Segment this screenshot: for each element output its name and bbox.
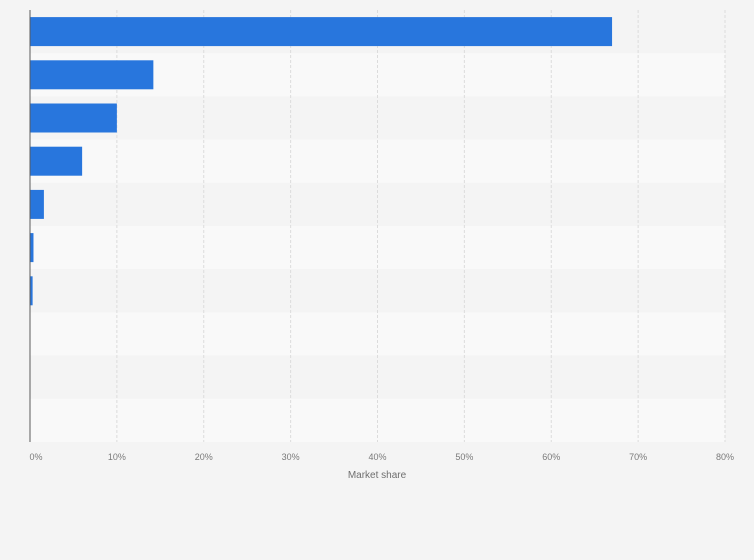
x-tick-label: 60% — [542, 452, 560, 462]
row-bands — [30, 10, 725, 442]
bar — [30, 17, 613, 47]
x-tick-label: 30% — [282, 452, 300, 462]
bar — [30, 233, 34, 263]
bar — [30, 60, 154, 90]
x-axis-label: Market share — [348, 470, 407, 481]
bar — [30, 103, 117, 133]
bar — [30, 276, 33, 306]
row-band — [30, 182, 725, 226]
x-tick-labels: 0% 10% 20% 30% 40% 50% 60% 70% 80% — [29, 452, 734, 462]
x-tick-label: 10% — [108, 452, 126, 462]
bar — [30, 146, 83, 176]
x-tick-label: 70% — [629, 452, 647, 462]
x-tick-label: 50% — [455, 452, 473, 462]
x-tick-label: 80% — [716, 452, 734, 462]
x-tick-label: 0% — [29, 452, 42, 462]
row-band — [30, 312, 725, 356]
x-tick-label: 20% — [195, 452, 213, 462]
bars — [30, 17, 613, 306]
bar — [30, 189, 44, 219]
x-tick-label: 40% — [368, 452, 386, 462]
